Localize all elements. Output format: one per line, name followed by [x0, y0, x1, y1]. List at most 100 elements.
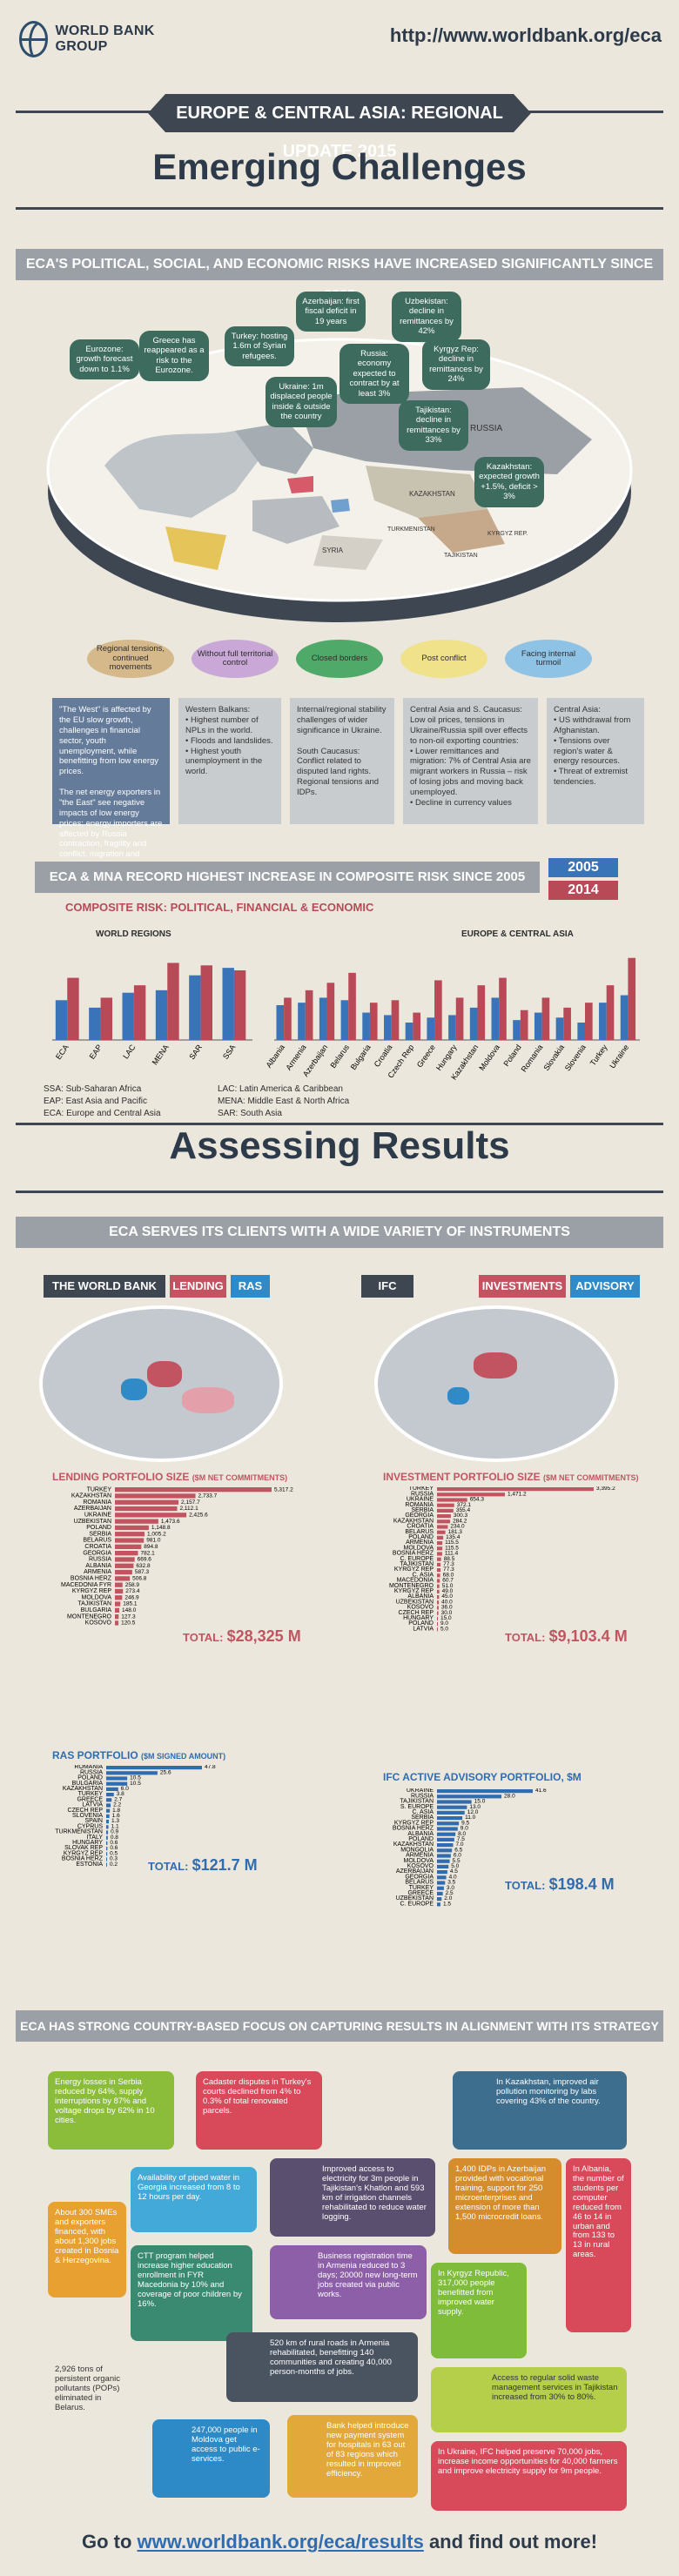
bar-label: UKRAINE	[407, 1788, 434, 1794]
bar-value: 2.5	[446, 1890, 454, 1896]
results-heading: ECA HAS STRONG COUNTRY-BASED FOCUS ON CA…	[16, 2010, 663, 2042]
bar	[115, 1588, 124, 1594]
puzzle-turkey: Cadaster disputes in Turkey's courts dec…	[196, 2071, 322, 2150]
puzzle-ukraine: In Ukraine, IFC helped preserve 70,000 j…	[431, 2441, 627, 2511]
bar-value: 51.0	[442, 1583, 454, 1589]
bar-label: TURKEY	[87, 1486, 112, 1493]
investment-total: TOTAL: $9,103.4 M	[505, 1627, 628, 1645]
bar	[115, 1499, 179, 1505]
bar	[437, 1870, 447, 1875]
bar-value: 3.5	[447, 1880, 455, 1886]
bar-2014	[67, 977, 79, 1040]
lending-total: TOTAL: $28,325 M	[183, 1627, 301, 1645]
bar-2014	[369, 1003, 378, 1040]
bar	[437, 1606, 439, 1610]
globe-marker-blue	[121, 1379, 147, 1400]
bar-2014	[391, 1000, 400, 1040]
bar-label: AZERBAIJAN	[396, 1868, 434, 1875]
bar	[115, 1519, 158, 1524]
bar-2005	[620, 995, 629, 1040]
bar-label: BOSNIA HERZ	[393, 1551, 434, 1557]
bar-label: CROATIA	[407, 1524, 434, 1530]
bar-value: 0.6	[110, 1840, 118, 1846]
oval-territorial: Without full territorial control	[192, 640, 279, 678]
bar-value: 587.3	[135, 1569, 150, 1575]
bar-label: MONTENEGRO	[67, 1613, 112, 1620]
bar-label: UKRAINE	[407, 1497, 434, 1503]
bar-2005	[340, 1000, 349, 1040]
bar-label: TURKEY	[78, 1791, 104, 1797]
info-box-central-asia: Central Asia: • US withdrawal from Afgha…	[547, 698, 644, 824]
bar	[437, 1514, 451, 1519]
bar	[115, 1544, 142, 1549]
region-ribbon: EUROPE & CENTRAL ASIA: REGIONAL UPDATE 2…	[148, 94, 531, 161]
bar	[106, 1781, 128, 1786]
callout-greece: Greece has reappeared as a risk to the E…	[139, 331, 209, 381]
bar-value: 894.8	[144, 1544, 158, 1550]
header-url-link[interactable]: http://www.worldbank.org/eca	[389, 24, 662, 46]
tag-lending: LENDING	[170, 1275, 226, 1298]
oval-closed-borders: Closed borders	[296, 640, 383, 678]
bar-value: 12.0	[467, 1809, 479, 1815]
lending-portfolio-chart: TURKEY 5,317.2 KAZAKHSTAN 2,733.7 ROMANIA 2,1…	[61, 1486, 293, 1626]
bar	[437, 1535, 444, 1540]
bar-value: 669.6	[138, 1557, 152, 1563]
investment-title: INVESTMENT PORTFOLIO SIZE ($M NET COMMIT…	[383, 1471, 639, 1483]
bar-value: 10.5	[130, 1781, 141, 1787]
bar-label: GEORGIA	[405, 1874, 434, 1880]
bar-value: 246.9	[124, 1594, 139, 1600]
bar-label: KYRGYZ REP	[64, 1850, 103, 1856]
bar-label: SERBIA	[411, 1507, 434, 1513]
bar-value: 372.1	[457, 1502, 472, 1508]
bar-2005	[469, 1007, 478, 1040]
bar	[106, 1814, 110, 1818]
bar	[115, 1601, 121, 1607]
info-box-central-asia-caucasus: Central Asia and S. Caucasus: Low oil pr…	[403, 698, 538, 824]
world-bank-logo[interactable]: WORLD BANK GROUP	[19, 17, 174, 61]
bar-value: 60.7	[442, 1578, 454, 1584]
globe-marker-red	[147, 1361, 182, 1387]
bar-label: HUNGARY	[403, 1615, 434, 1621]
divider	[16, 207, 663, 210]
bar-2014	[455, 997, 464, 1040]
bar-2005	[276, 1005, 285, 1040]
footer-results-link[interactable]: www.worldbank.org/eca/results	[137, 2531, 424, 2553]
bar-value: 0.9	[111, 1829, 118, 1835]
results-puzzle: Energy losses in Serbia reduced by 64%, …	[48, 2071, 631, 2515]
puzzle-belarus: 2,926 tons of persistent organic polluta…	[48, 2358, 131, 2454]
bar-label: CYPRUS	[77, 1823, 104, 1829]
bar-value: 2,733.7	[198, 1493, 218, 1499]
risk-heading: ECA'S POLITICAL, SOCIAL, AND ECONOMIC RI…	[16, 249, 663, 303]
callout-kyrgyz: Kyrgyz Rep: decline in remittances by 24…	[422, 339, 490, 390]
bar	[437, 1487, 594, 1492]
bar-label: MACEDONIA FYR	[61, 1582, 111, 1588]
bar	[437, 1794, 502, 1799]
footnote: MENA: Middle East & North Africa	[218, 1097, 350, 1106]
map-caucasus	[331, 499, 350, 513]
puzzle-kazakhstan: In Kazakhstan, improved air pollution mo…	[453, 2071, 627, 2150]
bar	[115, 1487, 272, 1493]
bar-label: BELARUS	[405, 1880, 434, 1886]
bar-value: 506.8	[132, 1576, 147, 1582]
bar-label: ARMENIA	[84, 1569, 111, 1575]
bar-value: 15.0	[474, 1799, 486, 1805]
bar-2014	[477, 985, 486, 1040]
puzzle-hospitals: Bank helped introduce new payment system…	[287, 2415, 418, 2498]
bar-value: 135.4	[446, 1534, 461, 1540]
bar	[437, 1579, 440, 1583]
bar-label: TAJIKISTAN	[77, 1601, 111, 1607]
bar-value: 4.0	[449, 1874, 457, 1880]
globe-marker-blue	[447, 1387, 469, 1405]
bar-label: KYRGYZ REP	[394, 1566, 434, 1573]
bar-value: 654.3	[470, 1497, 485, 1503]
bar-2014	[606, 985, 615, 1040]
bar	[437, 1611, 439, 1615]
assessing-results-title: Assessing Results	[169, 1124, 510, 1167]
bar	[437, 1843, 454, 1848]
bar-label: GREECE	[407, 1890, 434, 1896]
bar-value: 284.2	[453, 1518, 467, 1524]
bar	[437, 1816, 463, 1821]
bar	[106, 1798, 112, 1802]
bar	[437, 1519, 451, 1524]
bar-label: HUNGARY	[72, 1840, 103, 1846]
